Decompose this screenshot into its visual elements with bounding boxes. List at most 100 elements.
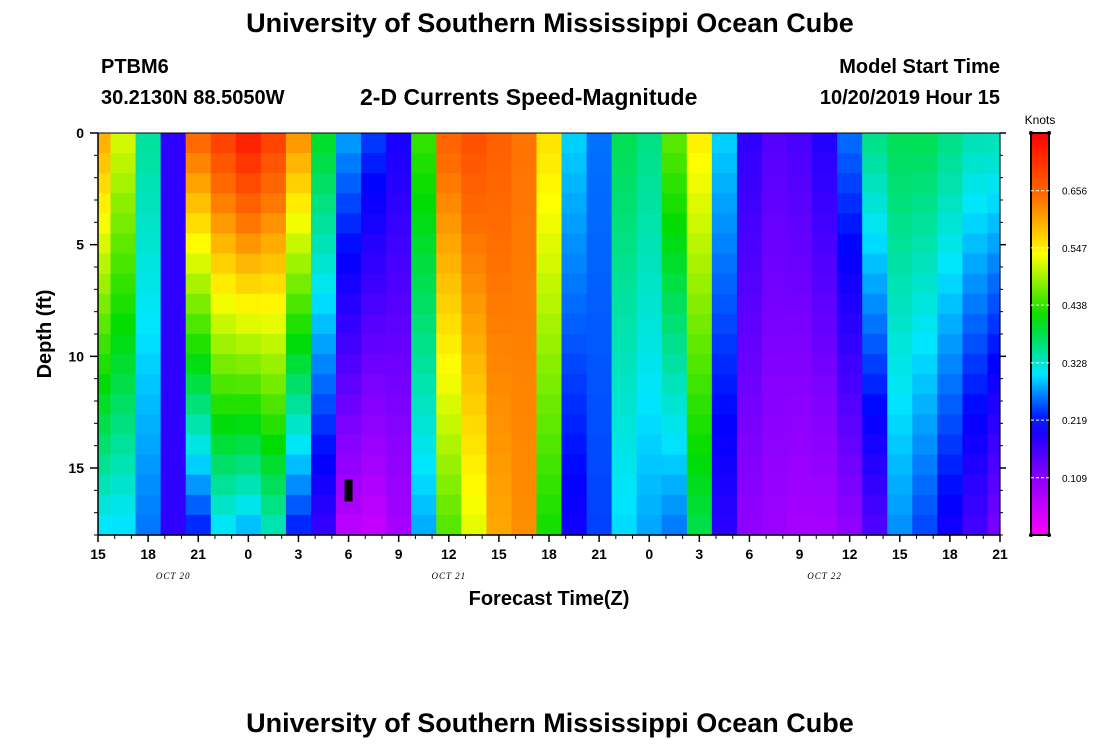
heatmap-cell (185, 394, 212, 415)
heatmap-cell (260, 414, 287, 436)
heatmap-cell (486, 394, 513, 415)
heatmap-cell (436, 313, 462, 335)
heatmap-cell (761, 233, 788, 255)
heatmap-cell (411, 193, 437, 214)
heatmap-cell (862, 354, 888, 375)
heatmap-cell (461, 233, 487, 255)
heatmap-cell (611, 454, 638, 476)
heatmap-cell (761, 434, 788, 456)
heatmap-cell (486, 494, 513, 516)
heatmap-cell (486, 273, 513, 295)
heatmap-cell (536, 233, 563, 255)
heatmap-cell (110, 293, 137, 315)
heatmap-cell (912, 494, 938, 516)
heatmap-cell (135, 414, 162, 436)
heatmap-cell (260, 434, 287, 456)
heatmap-cell (135, 253, 162, 275)
heatmap-cell (411, 434, 437, 456)
heatmap-cell (235, 173, 262, 194)
heatmap-cell (937, 253, 964, 275)
heatmap-cell (761, 173, 788, 194)
heatmap-cell (135, 374, 162, 395)
heatmap-cell (235, 193, 262, 214)
heatmap-cell (887, 273, 913, 295)
heatmap-cell (812, 354, 838, 375)
heatmap-cell (812, 474, 838, 496)
heatmap-cell (686, 434, 713, 456)
heatmap-cell (912, 313, 938, 335)
heatmap-cell (361, 253, 387, 275)
heatmap-cell (511, 293, 538, 315)
heatmap-cell (787, 374, 813, 395)
x-tick-label: 6 (345, 546, 353, 562)
heatmap-cell (787, 173, 813, 194)
heatmap-cell (336, 374, 362, 395)
heatmap-cell (962, 454, 989, 476)
heatmap-cell (310, 514, 337, 536)
heatmap-cell (98, 293, 112, 315)
heatmap-cell (812, 273, 838, 295)
heatmap-cell (160, 514, 187, 536)
heatmap-cell (185, 173, 212, 194)
heatmap-cell (461, 273, 487, 295)
heatmap-cell (461, 354, 487, 375)
heatmap-cell (561, 474, 588, 496)
heatmap-cell (536, 334, 563, 355)
heatmap-cell (887, 454, 913, 476)
heatmap-cell (912, 474, 938, 496)
heatmap-cell (436, 374, 462, 395)
heatmap-cell (486, 193, 513, 214)
heatmap-cell (436, 334, 462, 355)
heatmap-cell (887, 354, 913, 375)
heatmap-cell (912, 253, 938, 275)
heatmap-cell (987, 133, 1001, 154)
heatmap-cell (586, 514, 613, 536)
heatmap-cell (736, 374, 763, 395)
heatmap-cell (185, 514, 212, 536)
heatmap-cell (210, 454, 237, 476)
heatmap-cell (661, 173, 688, 194)
heatmap-cell (486, 334, 513, 355)
heatmap-cell (812, 313, 838, 335)
heatmap-cell (812, 173, 838, 194)
heatmap-cell (561, 313, 588, 335)
heatmap-cell (987, 153, 1001, 174)
heatmap-cell (586, 313, 613, 335)
heatmap-cell (711, 514, 738, 536)
heatmap-cell (436, 173, 462, 194)
heatmap-cell (98, 374, 112, 395)
heatmap-cell (887, 133, 913, 154)
heatmap-cell (386, 434, 412, 456)
heatmap-cell (235, 313, 262, 335)
heatmap-cell (486, 374, 513, 395)
heatmap-cell (611, 173, 638, 194)
heatmap-cell (862, 394, 888, 415)
heatmap-cell (110, 313, 137, 335)
heatmap-cell (461, 153, 487, 174)
heatmap-cell (586, 273, 613, 295)
heatmap-cell (235, 434, 262, 456)
heatmap-cell (661, 213, 688, 235)
heatmap-cell (887, 173, 913, 194)
x-tick-label: 21 (992, 546, 1008, 562)
heatmap-cell (110, 233, 137, 255)
heatmap-cell (486, 514, 513, 536)
heatmap-cell (862, 173, 888, 194)
colorbar-tick-label: 0.656 (1062, 187, 1087, 198)
heatmap-cell (210, 153, 237, 174)
heatmap-cell (862, 293, 888, 315)
heatmap-cell (962, 173, 989, 194)
heatmap-cell (461, 394, 487, 415)
heatmap-cell (812, 414, 838, 436)
heatmap-cell (285, 233, 312, 255)
heatmap-cell (436, 434, 462, 456)
heatmap-cell (611, 253, 638, 275)
heatmap-cell (210, 494, 237, 516)
heatmap-cell (361, 434, 387, 456)
heatmap-cell (461, 514, 487, 536)
heatmap-cell (110, 213, 137, 235)
heatmap-cell (586, 354, 613, 375)
heatmap-cell (962, 514, 989, 536)
heatmap-cell (411, 133, 437, 154)
heatmap-cell (536, 494, 563, 516)
